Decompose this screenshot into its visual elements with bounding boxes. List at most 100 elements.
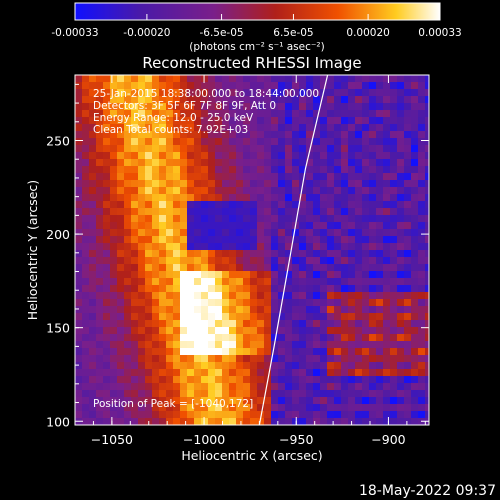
heatmap-cell [411,411,418,418]
heatmap-cell [229,271,236,278]
heatmap-cell [187,75,194,82]
heatmap-cell [173,285,180,292]
heatmap-cell [341,208,348,215]
heatmap-cell [404,124,411,131]
heatmap-cell [159,404,166,411]
heatmap-cell [418,271,425,278]
heatmap-cell [229,201,236,208]
heatmap-cell [243,194,250,201]
heatmap-cell [166,166,173,173]
heatmap-cell [243,173,250,180]
heatmap-cell [229,397,236,404]
heatmap-cell [250,362,257,369]
heatmap-cell [103,341,110,348]
heatmap-cell [299,243,306,250]
heatmap-cell [390,229,397,236]
heatmap-cell [278,341,285,348]
heatmap-cell [264,117,271,124]
heatmap-cell [215,236,222,243]
heatmap-cell [320,82,327,89]
heatmap-cell [117,299,124,306]
heatmap-cell [383,306,390,313]
peak-position-label: Position of Peak = [-1040,172] [93,398,253,410]
heatmap-cell [208,173,215,180]
heatmap-cell [411,278,418,285]
heatmap-cell [124,159,131,166]
heatmap-cell [236,89,243,96]
heatmap-cell [285,96,292,103]
heatmap-cell [243,271,250,278]
heatmap-cell [187,334,194,341]
heatmap-cell [201,117,208,124]
heatmap-cell [418,180,425,187]
heatmap-cell [166,411,173,418]
heatmap-cell [369,103,376,110]
heatmap-cell [355,145,362,152]
heatmap-cell [418,124,425,131]
heatmap-cell [152,341,159,348]
heatmap-cell [180,334,187,341]
heatmap-cell [257,306,264,313]
heatmap-cell [369,131,376,138]
heatmap-cell [264,103,271,110]
heatmap-cell [208,75,215,82]
heatmap-cell [425,152,429,159]
heatmap-cell [334,285,341,292]
solar-limb-curve [258,75,329,425]
heatmap-cell [208,271,215,278]
heatmap-cell [236,236,243,243]
heatmap-cell [187,236,194,243]
heatmap-cell [271,383,278,390]
heatmap-cell [285,159,292,166]
heatmap-cell [82,264,89,271]
heatmap-cell [376,313,383,320]
heatmap-cell [397,243,404,250]
heatmap-cell [215,117,222,124]
heatmap-cell [194,383,201,390]
heatmap-cell [348,404,355,411]
heatmap-cell [159,180,166,187]
heatmap-cell [250,306,257,313]
heatmap-cell [299,348,306,355]
heatmap-cell [159,103,166,110]
heatmap-cell [264,278,271,285]
heatmap-cell [271,117,278,124]
heatmap-cell [397,278,404,285]
heatmap-cell [96,271,103,278]
heatmap-cell [383,348,390,355]
heatmap-cell [75,411,82,418]
heatmap-cell [299,201,306,208]
heatmap-cell [264,89,271,96]
heatmap-cell [145,194,152,201]
heatmap-cell [369,201,376,208]
heatmap-cell [243,313,250,320]
heatmap-cell [117,383,124,390]
heatmap-cell [215,369,222,376]
heatmap-cell [138,257,145,264]
heatmap-cell [243,383,250,390]
heatmap-cell [75,306,82,313]
heatmap-cell [390,334,397,341]
heatmap-cell [271,131,278,138]
heatmap-cell [327,194,334,201]
heatmap-cell [243,327,250,334]
heatmap-cell [110,117,117,124]
heatmap-cell [425,341,429,348]
heatmap-cell [285,201,292,208]
heatmap-cell [390,75,397,82]
heatmap-cell [278,411,285,418]
heatmap-cell [418,152,425,159]
heatmap-cell [117,376,124,383]
heatmap-cell [278,124,285,131]
heatmap-cell [110,334,117,341]
heatmap-cell [96,418,103,425]
heatmap-cell [299,313,306,320]
heatmap-cell [82,397,89,404]
heatmap-cell [250,257,257,264]
heatmap-cell [173,418,180,425]
heatmap-cell [103,278,110,285]
heatmap-cell [390,306,397,313]
heatmap-cell [89,229,96,236]
heatmap-cell [383,89,390,96]
heatmap-cell [271,173,278,180]
